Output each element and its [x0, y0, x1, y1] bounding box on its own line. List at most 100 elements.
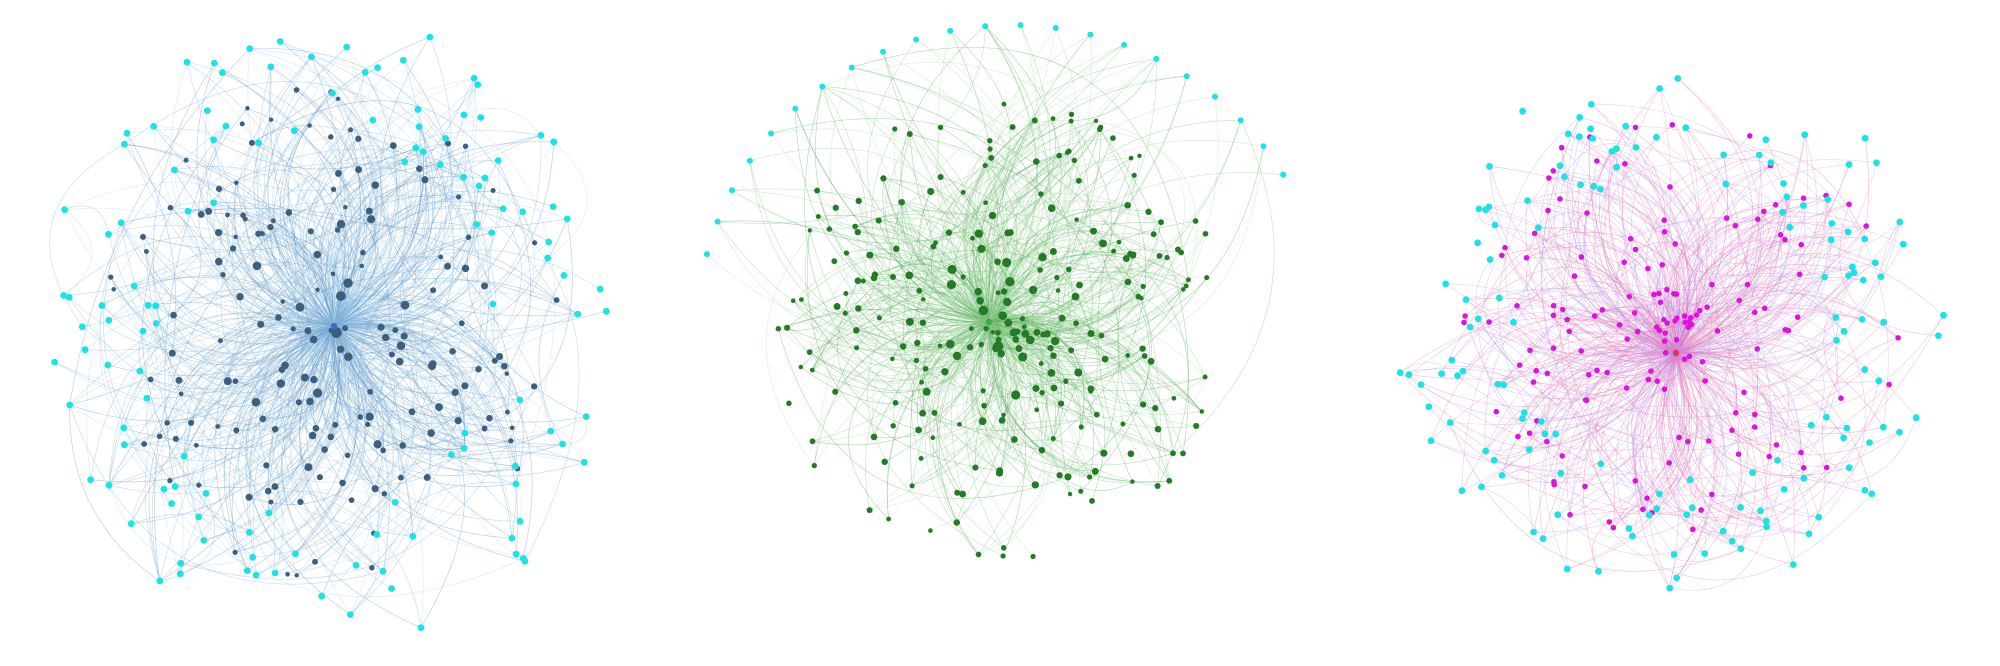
graph-node — [152, 302, 160, 310]
graph-node — [1202, 374, 1208, 380]
graph-edge — [988, 127, 1101, 323]
graph-node — [215, 424, 221, 429]
graph-edge — [455, 373, 508, 399]
graph-edge — [287, 365, 433, 575]
graph-node — [1153, 55, 1160, 62]
graph-node — [419, 148, 427, 156]
graph-edge — [1675, 352, 1771, 457]
graph-edge — [1588, 128, 1677, 354]
graph-edge — [1579, 117, 1666, 232]
graph-node — [217, 338, 223, 344]
graph-node — [156, 433, 163, 440]
graph-node — [1632, 246, 1639, 253]
graph-node — [1673, 337, 1680, 343]
graph-node — [914, 339, 921, 347]
graph-node — [470, 74, 478, 82]
graph-edge — [419, 168, 469, 238]
graph-node — [461, 429, 469, 437]
graph-node — [306, 397, 314, 406]
graph-edge — [183, 323, 335, 457]
graph-node — [140, 233, 146, 240]
graph-edge — [901, 152, 1068, 215]
graph-node — [1003, 297, 1012, 307]
graph-edge — [988, 253, 1127, 323]
graph-edge — [1675, 221, 1901, 354]
graph-node — [1766, 453, 1772, 460]
graph-node — [265, 509, 273, 517]
graph-node — [360, 249, 366, 256]
graph-node — [1632, 144, 1640, 151]
graph-edge — [1009, 121, 1074, 282]
graph-node — [1474, 315, 1482, 323]
graph-node — [144, 301, 152, 309]
graph-edge — [778, 321, 990, 377]
graph-node — [342, 325, 349, 332]
graph-node — [1624, 336, 1630, 342]
graph-edge — [869, 321, 990, 511]
graph-node — [1576, 114, 1584, 121]
graph-node — [1654, 378, 1661, 385]
graph-hub-node — [985, 318, 993, 326]
graph-edge — [312, 161, 405, 327]
graph-node — [1032, 384, 1040, 392]
graph-edge — [1675, 78, 1760, 354]
graph-node — [285, 209, 293, 216]
graph-node — [1880, 318, 1888, 326]
graph-edge — [812, 316, 990, 371]
graph-node — [60, 292, 67, 299]
graph-node — [215, 185, 223, 192]
graph-node — [1868, 490, 1876, 498]
graph-node — [1833, 337, 1840, 344]
graph-node — [809, 367, 815, 373]
graph-edge — [333, 257, 548, 327]
graph-node — [184, 207, 192, 215]
graph-edge — [333, 325, 433, 381]
graph-node — [930, 243, 937, 250]
graph-node — [1849, 263, 1856, 271]
graph-node — [278, 366, 286, 373]
graph-node — [365, 207, 373, 215]
graph-node — [843, 291, 849, 296]
graph-node — [1935, 332, 1942, 339]
graph-node — [117, 219, 125, 227]
graph-node — [252, 571, 260, 579]
graph-node — [460, 111, 468, 119]
graph-edge — [99, 277, 176, 487]
graph-edge — [1562, 136, 1677, 354]
graph-node — [842, 310, 848, 316]
graph-node — [913, 357, 920, 364]
graph-node — [444, 140, 452, 147]
graph-edge — [1484, 256, 1582, 452]
graph-node — [171, 483, 179, 490]
graph-edge — [1441, 212, 1588, 374]
graph-node — [1038, 446, 1046, 454]
graph-edge — [1090, 333, 1156, 409]
graph-edge — [1400, 352, 1677, 448]
graph-node — [519, 554, 527, 562]
graph-node — [248, 139, 255, 146]
graph-node — [1780, 486, 1788, 493]
graph-edge — [1564, 143, 1637, 178]
graph-edge — [108, 316, 335, 486]
graph-node — [983, 325, 989, 332]
graph-edge — [301, 325, 343, 484]
graph-node — [474, 81, 482, 88]
graph-node — [1674, 315, 1680, 321]
graph-node — [976, 297, 984, 305]
graph-node — [1459, 367, 1467, 375]
graph-node — [1706, 438, 1712, 444]
graph-node — [946, 339, 955, 349]
graph-edge — [1547, 320, 1690, 374]
graph-node — [280, 299, 285, 304]
graph-node — [1767, 159, 1775, 167]
graph-node — [442, 135, 449, 142]
graph-node — [982, 23, 989, 30]
graph-node — [61, 206, 68, 214]
graph-edge — [1608, 148, 1677, 354]
graph-edge — [1662, 352, 1794, 565]
graph-node — [1122, 255, 1130, 262]
graph-node — [916, 287, 923, 294]
graph-edge — [270, 227, 335, 327]
graph-edge — [882, 51, 1144, 405]
graph-edge — [1675, 164, 1850, 354]
